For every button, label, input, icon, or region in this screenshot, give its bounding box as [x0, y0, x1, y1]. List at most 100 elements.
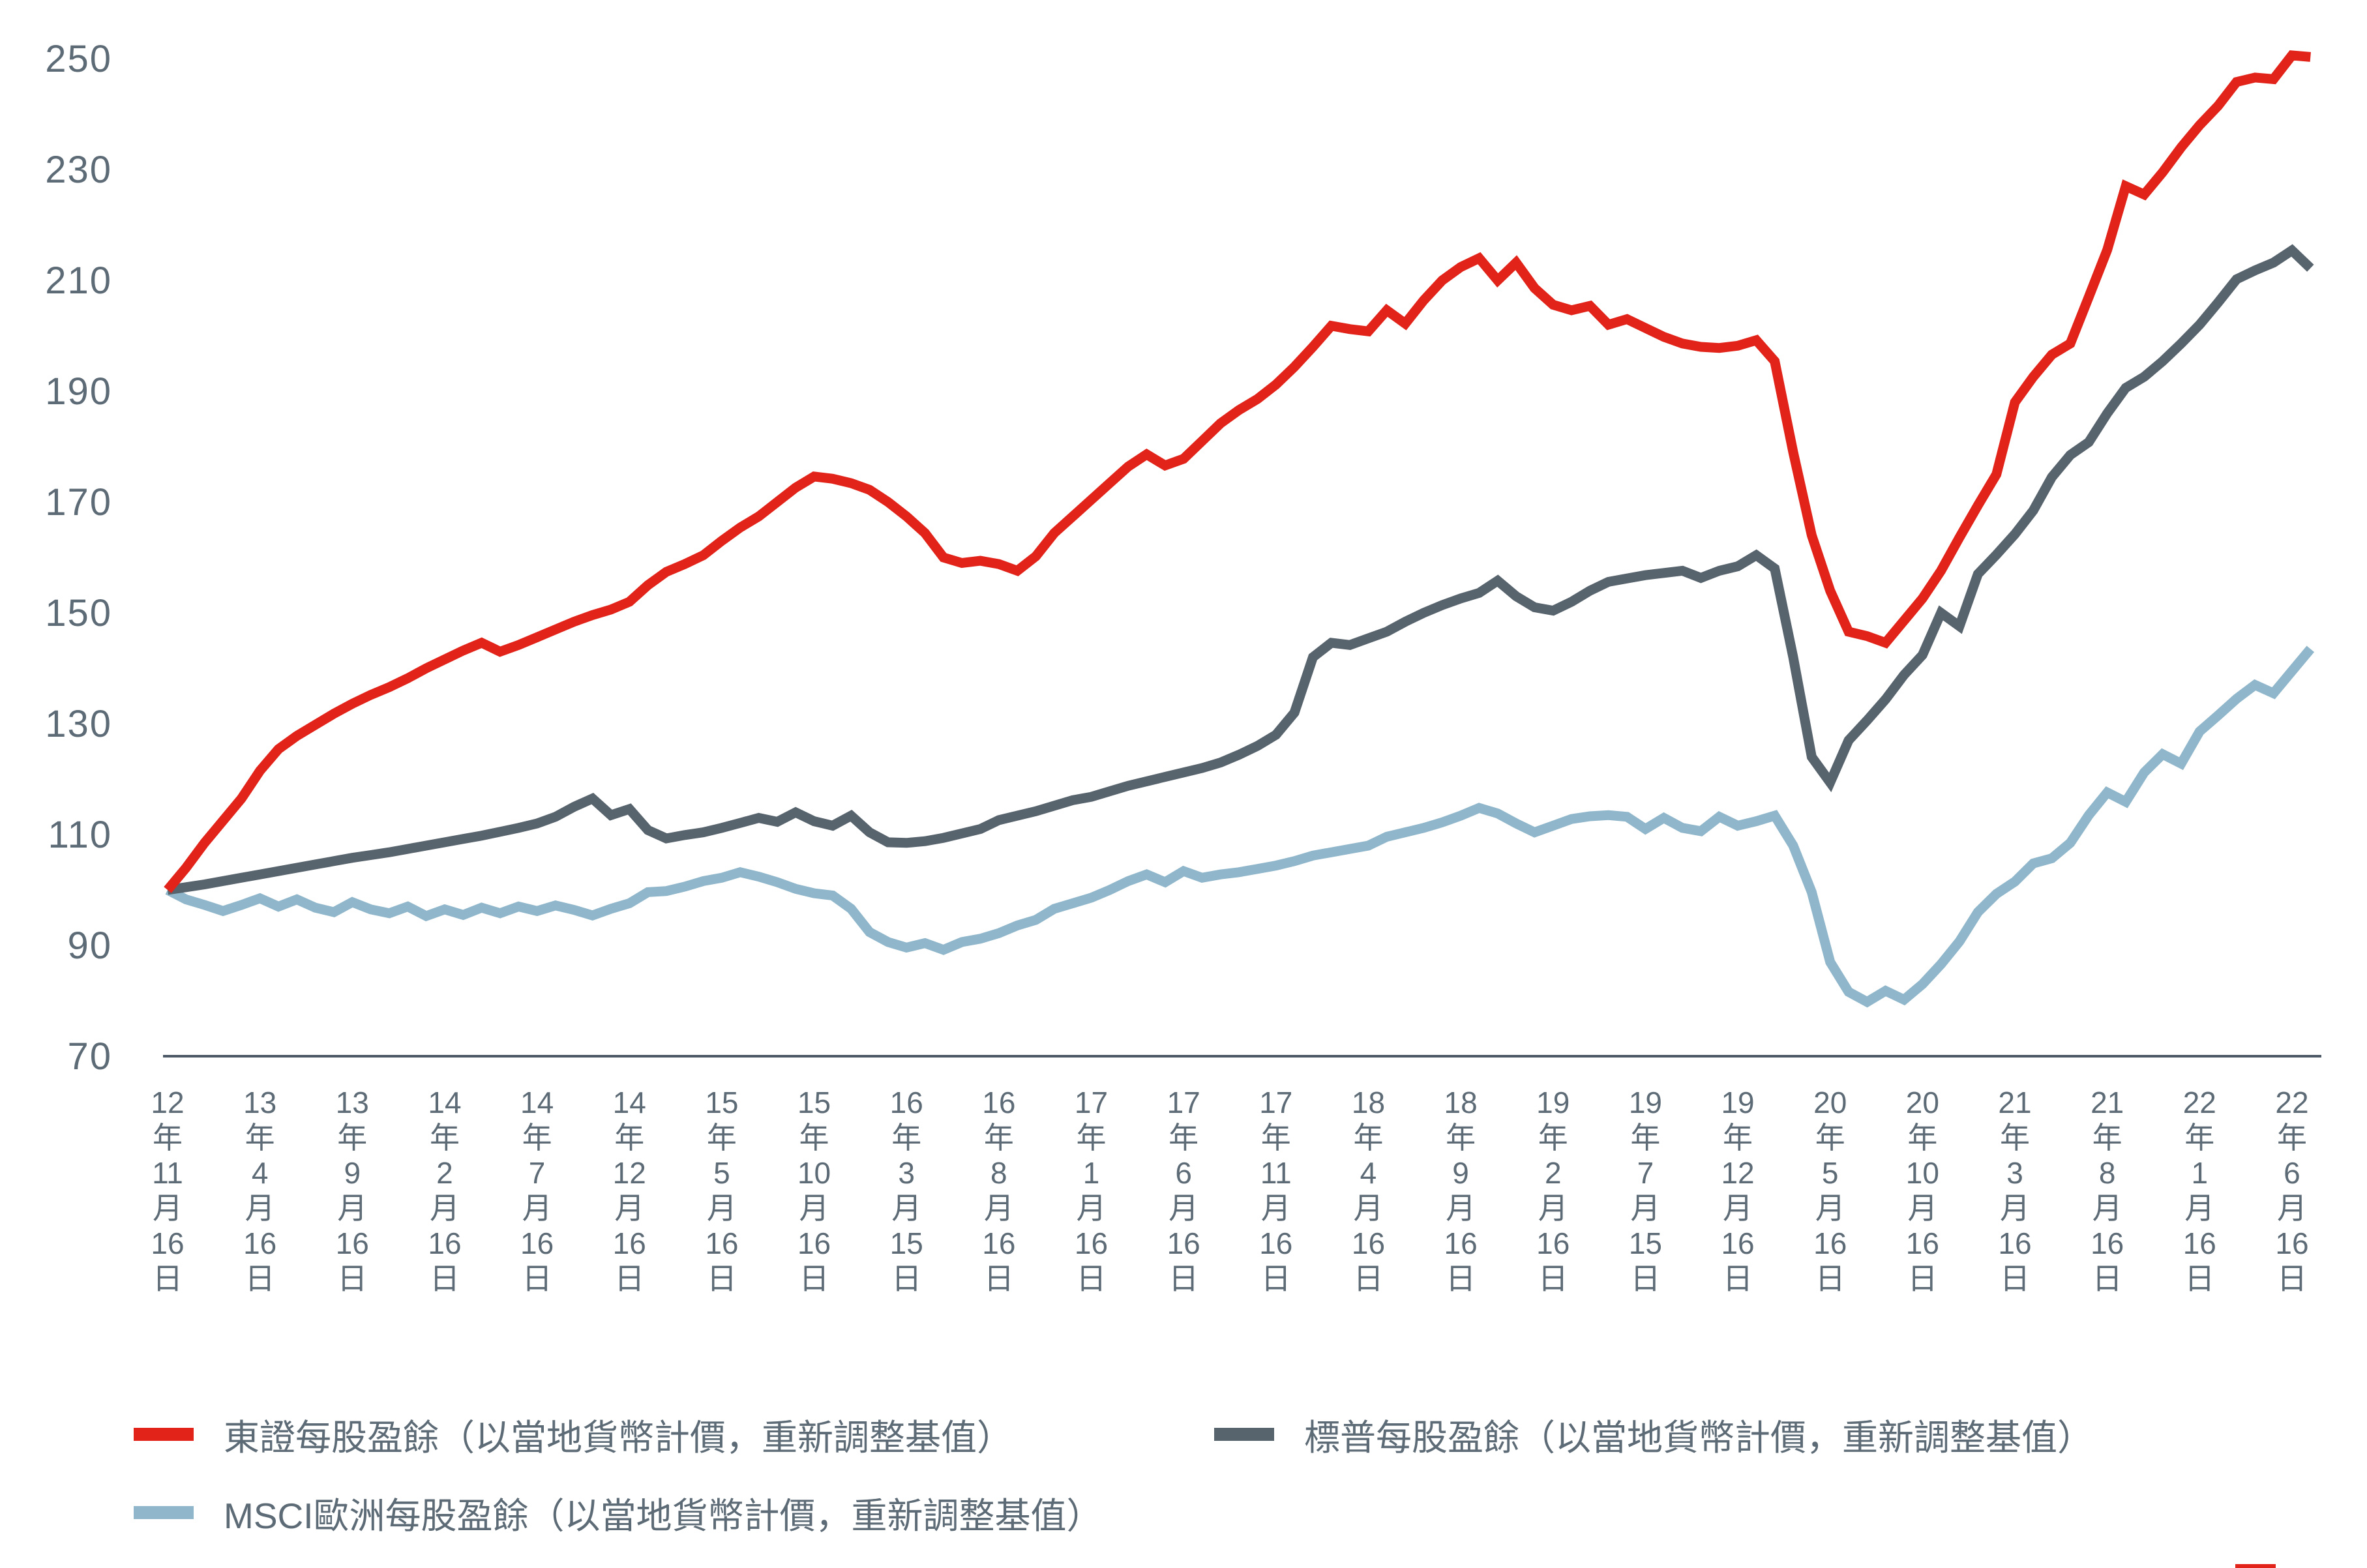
- x-axis-tick-label-line: 17: [1167, 1086, 1200, 1119]
- x-axis-tick-label-line: 16: [1444, 1226, 1478, 1260]
- x-axis-tick-label-line: 月: [1446, 1191, 1476, 1225]
- x-axis-tick-label-line: 17: [1075, 1086, 1108, 1119]
- x-axis-tick-label-line: 8: [990, 1156, 1007, 1190]
- x-axis-tick-label-line: 年: [1077, 1121, 1107, 1155]
- x-axis-tick-label-line: 月: [153, 1191, 183, 1225]
- x-axis-tick-label-line: 月: [2092, 1191, 2122, 1225]
- x-axis-tick-label-line: 18: [1352, 1086, 1385, 1119]
- x-axis-tick-label-line: 22: [2275, 1086, 2308, 1119]
- x-axis-tick-label-line: 日: [1077, 1262, 1107, 1295]
- y-axis-tick-label: 150: [45, 592, 112, 634]
- y-axis-tick-label: 70: [67, 1035, 112, 1078]
- y-axis-tick-label: 130: [45, 703, 112, 745]
- x-axis-tick-label-line: 月: [1538, 1191, 1568, 1225]
- y-axis-tick-label: 250: [45, 38, 112, 80]
- x-axis-tick-label-line: 16: [1352, 1226, 1385, 1260]
- x-axis-tick-label-line: 年: [614, 1121, 644, 1155]
- x-axis-tick-label-line: 1: [1083, 1156, 1100, 1190]
- x-axis-tick-label-line: 年: [1169, 1121, 1198, 1155]
- x-axis-tick-label-line: 10: [1906, 1156, 1939, 1190]
- legend-label-sp: 標普每股盈餘（以當地貨幣計價，重新調整基值）: [1304, 1417, 2094, 1458]
- x-axis-tick-label-line: 7: [1637, 1156, 1654, 1190]
- x-axis-tick-label-line: 年: [2184, 1121, 2214, 1155]
- x-axis-tick-label-line: 年: [1538, 1121, 1568, 1155]
- x-axis-tick-label-line: 日: [614, 1262, 644, 1295]
- x-axis-tick-label-line: 日: [2184, 1262, 2214, 1295]
- x-axis-tick-label-line: 16: [336, 1226, 369, 1260]
- x-axis-tick-label-line: 年: [2277, 1121, 2307, 1155]
- x-axis-tick-label-line: 12: [151, 1086, 184, 1119]
- x-axis-tick-label-line: 6: [2284, 1156, 2300, 1190]
- x-axis-tick-label-line: 月: [984, 1191, 1014, 1225]
- x-axis-tick-label-line: 日: [337, 1262, 367, 1295]
- x-axis-tick-label-line: 日: [2092, 1262, 2122, 1295]
- sp-line-swatch: [1214, 1428, 1274, 1441]
- x-axis-tick-label-line: 21: [1998, 1086, 2031, 1119]
- x-axis-tick-label-line: 年: [1815, 1121, 1845, 1155]
- x-axis-tick-label-line: 月: [1077, 1191, 1107, 1225]
- msci-europe-line-swatch: [134, 1506, 194, 1519]
- x-axis-tick-label-line: 22: [2183, 1086, 2216, 1119]
- x-axis-tick-label-line: 年: [1261, 1121, 1291, 1155]
- x-axis-tick-label-line: 15: [1629, 1226, 1662, 1260]
- x-axis-tick-label-line: 16: [520, 1226, 554, 1260]
- x-axis-tick-label-line: 16: [705, 1226, 738, 1260]
- x-axis-tick-label-line: 日: [1630, 1262, 1660, 1295]
- x-axis-tick-label-line: 月: [1815, 1191, 1845, 1225]
- x-axis-tick-label-line: 16: [1075, 1226, 1108, 1260]
- x-axis-tick-label-line: 月: [2277, 1191, 2307, 1225]
- x-axis-tick-label-line: 16: [428, 1226, 461, 1260]
- x-axis-tick-label-line: 16: [1167, 1226, 1200, 1260]
- x-axis-tick-label-line: 7: [529, 1156, 546, 1190]
- x-axis-tick-label-line: 日: [707, 1262, 737, 1295]
- x-axis-tick-label-line: 16: [797, 1226, 831, 1260]
- x-axis-tick-label-line: 年: [522, 1121, 552, 1155]
- x-axis-tick-label-line: 20: [1813, 1086, 1847, 1119]
- x-axis-tick-label-line: 年: [1630, 1121, 1660, 1155]
- x-axis-tick-label-line: 13: [243, 1086, 276, 1119]
- legend-label-msci-europe: MSCI歐洲每股盈餘（以當地貨幣計價，重新調整基值）: [224, 1496, 1103, 1536]
- x-axis-tick-label-line: 12: [1721, 1156, 1754, 1190]
- x-axis-tick-label-line: 日: [1261, 1262, 1291, 1295]
- x-axis-tick-label-line: 日: [153, 1262, 183, 1295]
- y-axis-tick-label: 190: [45, 370, 112, 413]
- x-axis-tick-label-line: 19: [1536, 1086, 1570, 1119]
- x-axis-tick-label-line: 16: [613, 1226, 646, 1260]
- x-axis-tick-label-line: 16: [982, 1086, 1015, 1119]
- x-axis-tick-label-line: 3: [2006, 1156, 2023, 1190]
- x-axis-tick-label-line: 16: [1906, 1226, 1939, 1260]
- x-axis-tick-label-line: 月: [1353, 1191, 1383, 1225]
- x-axis-tick-label-line: 16: [1998, 1226, 2031, 1260]
- x-axis-tick-label-line: 月: [337, 1191, 367, 1225]
- y-axis-tick-label: 110: [48, 814, 112, 856]
- x-axis-tick-label-line: 16: [1536, 1226, 1570, 1260]
- x-axis-tick-label-line: 17: [1259, 1086, 1292, 1119]
- x-axis-tick-label-line: 16: [890, 1086, 923, 1119]
- x-axis-tick-label-line: 年: [1723, 1121, 1753, 1155]
- x-axis-tick-label-line: 年: [337, 1121, 367, 1155]
- x-axis-tick-label-line: 13: [336, 1086, 369, 1119]
- x-axis-tick-label-line: 5: [1822, 1156, 1839, 1190]
- legend-row-2: MSCI歐洲每股盈餘（以當地貨幣計價，重新調整基值）: [0, 1487, 2367, 1536]
- y-axis-tick-label: 170: [45, 481, 112, 524]
- x-axis-tick-label-line: 19: [1721, 1086, 1754, 1119]
- x-axis-tick-label-line: 15: [797, 1086, 831, 1119]
- x-axis-tick-label-line: 年: [2092, 1121, 2122, 1155]
- x-axis-tick-label-line: 14: [428, 1086, 461, 1119]
- x-axis-tick-label-line: 月: [2184, 1191, 2214, 1225]
- x-axis-tick-label-line: 16: [151, 1226, 184, 1260]
- x-axis-tick-label-line: 10: [797, 1156, 831, 1190]
- cropped-logo-fragment: [2235, 1564, 2276, 1568]
- x-axis-tick-label-line: 年: [245, 1121, 275, 1155]
- x-axis-tick-label-line: 月: [1907, 1191, 1937, 1225]
- x-axis-tick-label-line: 年: [799, 1121, 829, 1155]
- x-axis-tick-label-line: 年: [1446, 1121, 1476, 1155]
- topix-line-swatch: [134, 1428, 194, 1441]
- x-axis-tick-label-line: 19: [1629, 1086, 1662, 1119]
- x-axis-tick-label-line: 月: [430, 1191, 460, 1225]
- x-axis-tick-label-line: 月: [799, 1191, 829, 1225]
- x-axis-tick-label-line: 日: [799, 1262, 829, 1295]
- x-axis-tick-label-line: 4: [252, 1156, 269, 1190]
